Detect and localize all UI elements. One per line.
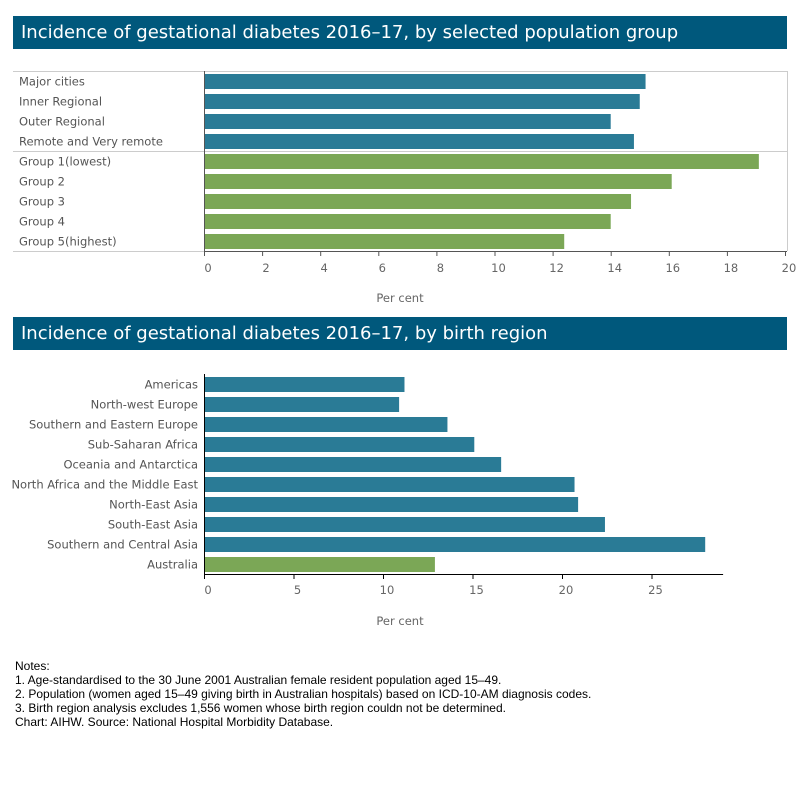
chart1-title: Incidence of gestational diabetes 2016–1… [13, 16, 787, 49]
category-label: Major cities [19, 75, 85, 89]
category-label: Inner Regional [19, 95, 102, 109]
category-label: Group 4 [19, 215, 65, 229]
x-tick-label: 20 [782, 261, 797, 275]
bar [204, 397, 400, 412]
category-label: Oceania and Antarctica [63, 458, 198, 472]
bar [204, 517, 605, 532]
notes-heading: Notes: [15, 659, 50, 673]
category-label: North-west Europe [91, 398, 198, 412]
category-label: Group 1(lowest) [19, 155, 111, 169]
note-2: 2. Population (women aged 15–49 giving b… [15, 687, 592, 701]
bar [204, 234, 565, 249]
bar [204, 477, 575, 492]
bar [204, 557, 435, 572]
category-label: Southern and Eastern Europe [29, 418, 198, 432]
category-label: Group 2 [19, 175, 65, 189]
category-label: Group 3 [19, 195, 65, 209]
chart2-title: Incidence of gestational diabetes 2016–1… [13, 317, 787, 350]
x-tick-label: 2 [262, 261, 269, 275]
category-label: Remote and Very remote [19, 135, 163, 149]
x-tick-label: 20 [559, 583, 574, 597]
x-tick-label: 18 [724, 261, 739, 275]
bar [204, 174, 672, 189]
chart1-x-axis-title: Per cent [376, 291, 424, 305]
bar [204, 194, 632, 209]
category-label: Group 5(highest) [19, 235, 117, 249]
category-label: North Africa and the Middle East [11, 478, 198, 492]
bar [204, 214, 611, 229]
bar [204, 437, 475, 452]
x-tick-label: 15 [469, 583, 484, 597]
x-tick-label: 10 [380, 583, 395, 597]
bar [204, 417, 448, 432]
notes: Notes: 1. Age-standardised to the 30 Jun… [15, 659, 591, 729]
bar [204, 74, 646, 89]
x-tick-label: 0 [204, 261, 211, 275]
bar [204, 457, 502, 472]
category-label: Sub-Saharan Africa [88, 438, 198, 452]
x-tick-label: 6 [379, 261, 386, 275]
x-tick-label: 8 [437, 261, 444, 275]
category-label: North-East Asia [109, 498, 198, 512]
note-1: 1. Age-standardised to the 30 June 2001 … [15, 673, 502, 687]
bar [204, 114, 611, 129]
bar [204, 497, 579, 512]
source-note: Chart: AIHW. Source: National Hospital M… [15, 715, 334, 729]
category-label: Outer Regional [19, 115, 105, 129]
category-label: South-East Asia [108, 518, 198, 532]
x-tick-label: 4 [321, 261, 328, 275]
bar [204, 377, 405, 392]
category-label: Australia [147, 558, 198, 572]
x-tick-label: 10 [491, 261, 506, 275]
x-tick-label: 25 [648, 583, 663, 597]
category-label: Southern and Central Asia [47, 538, 198, 552]
x-tick-label: 16 [665, 261, 680, 275]
chart2-x-axis-title: Per cent [376, 614, 424, 628]
bar [204, 154, 759, 169]
x-tick-label: 12 [549, 261, 564, 275]
x-tick-label: 0 [204, 583, 211, 597]
x-tick-label: 14 [607, 261, 622, 275]
category-label: Americas [145, 378, 198, 392]
note-3: 3. Birth region analysis excludes 1,556 … [15, 701, 506, 715]
bar [204, 134, 634, 149]
bar [204, 94, 640, 109]
bar [204, 537, 706, 552]
x-tick-label: 5 [294, 583, 301, 597]
